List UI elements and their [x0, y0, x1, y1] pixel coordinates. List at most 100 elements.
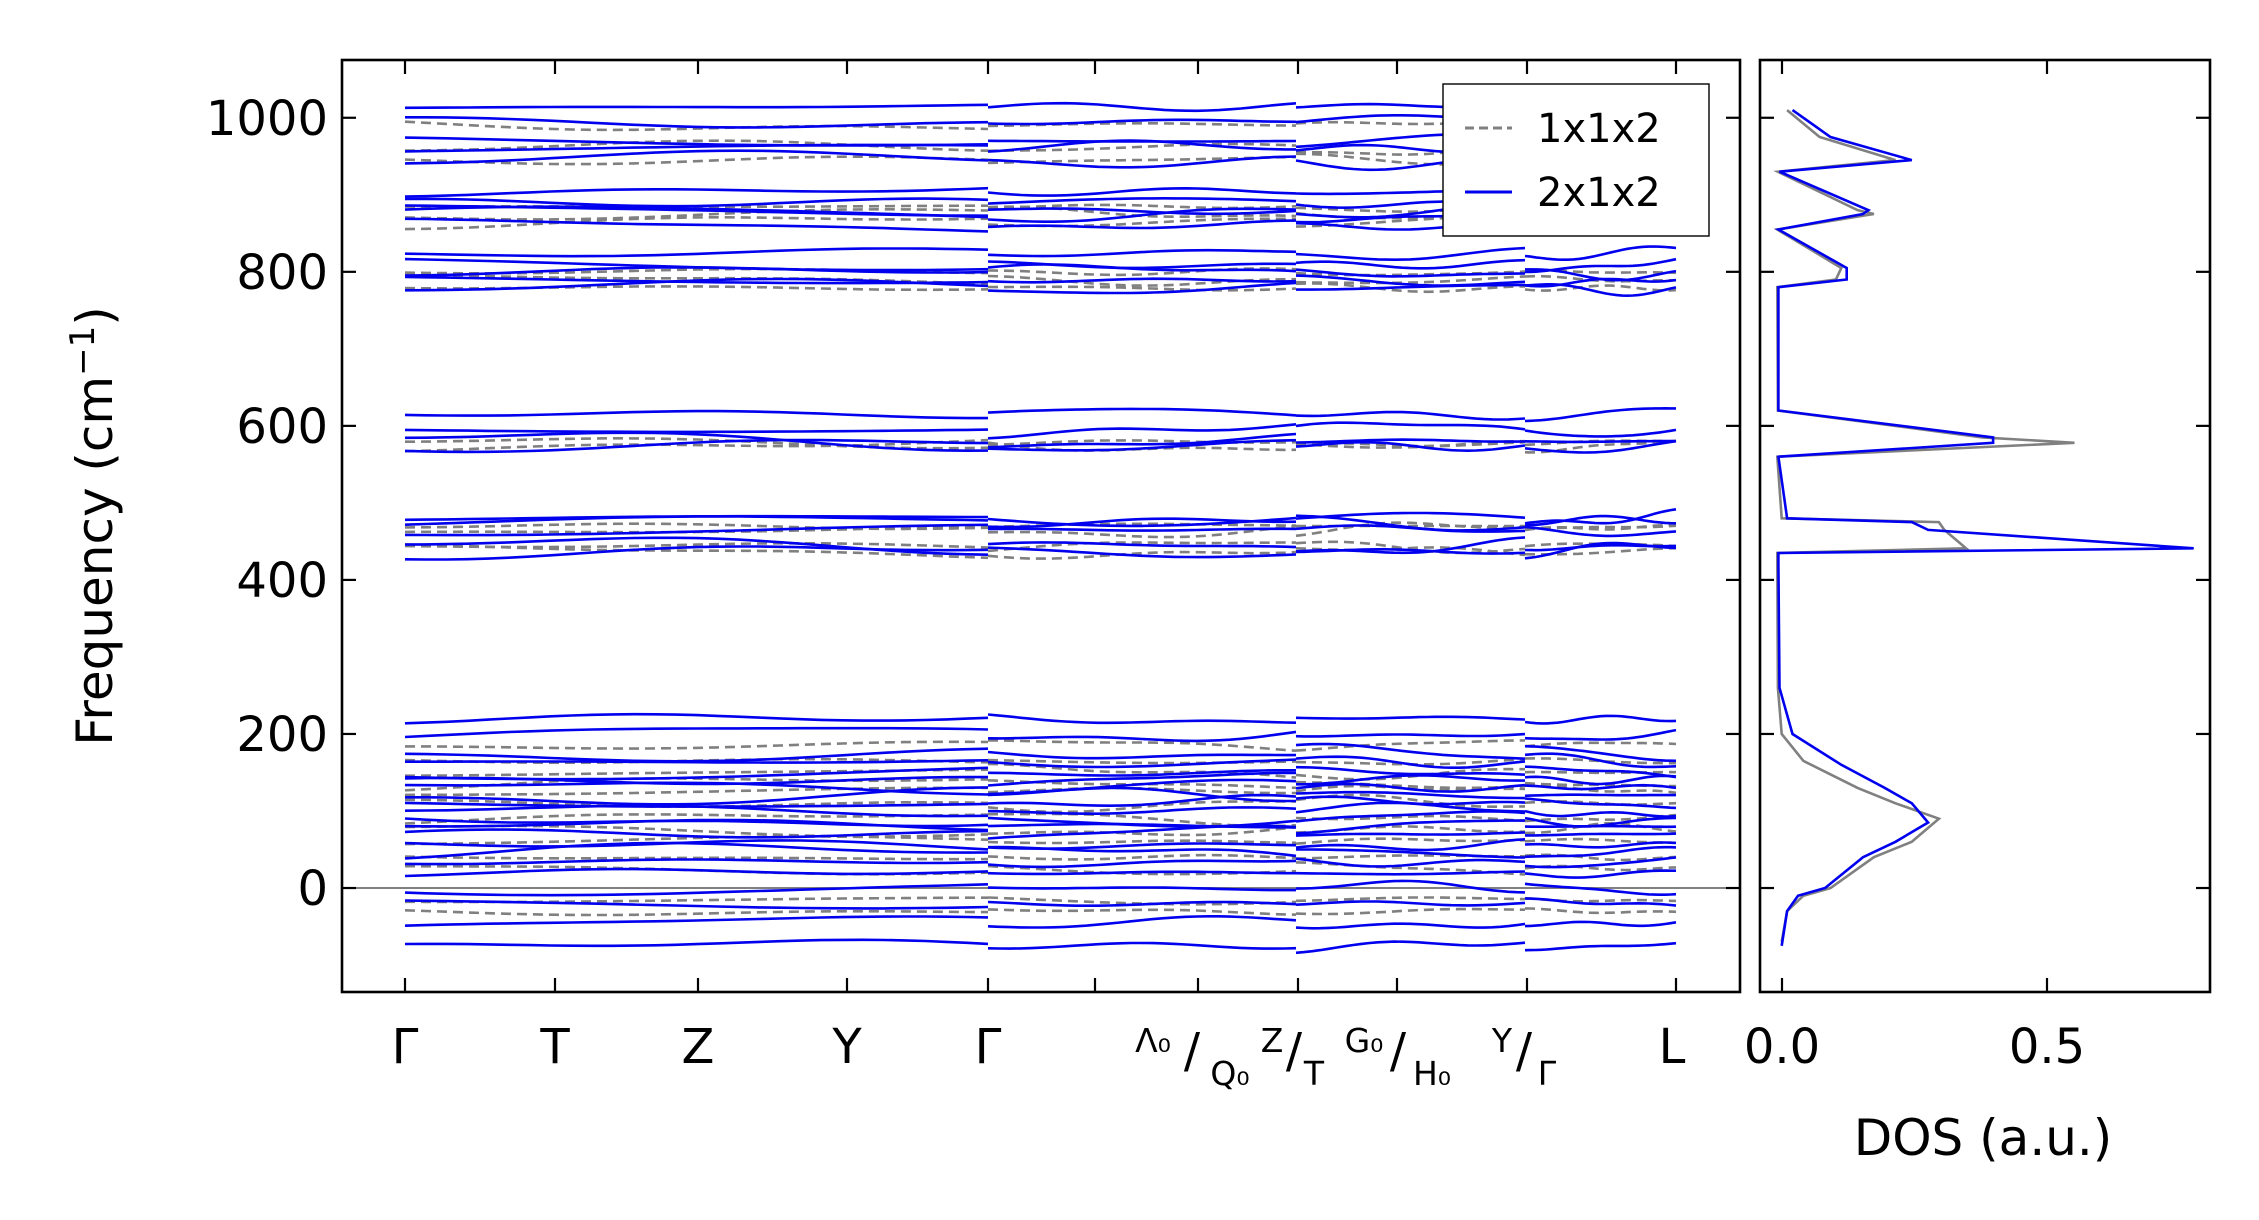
kpoint-label-slash: / [1286, 1023, 1303, 1079]
band-line [1524, 514, 1677, 527]
band-line [404, 801, 989, 808]
legend-label-2x1x2: 2x1x2 [1537, 170, 1661, 216]
band-line [404, 523, 989, 537]
band-line [1296, 773, 1525, 786]
band-line [1524, 856, 1677, 869]
band-line [404, 786, 989, 797]
band-line [987, 516, 1297, 528]
kpoint-label: Z [682, 1019, 715, 1075]
band-line [1524, 783, 1677, 791]
band-line [1524, 439, 1677, 447]
band-line [987, 778, 1297, 796]
band-line [405, 740, 989, 750]
band-line [987, 101, 1297, 113]
dos-plot-frame [1758, 58, 2212, 994]
y-axis-title: Frequency (cm−1) [63, 306, 124, 746]
band-line [1524, 841, 1677, 849]
band-line [1524, 869, 1676, 879]
band-line [1295, 831, 1526, 837]
y-tick-label: 600 [236, 399, 328, 455]
band-line [987, 786, 1296, 795]
band-line [404, 186, 989, 198]
band-line [404, 438, 989, 453]
band-line [1524, 941, 1677, 952]
band-line [987, 207, 1297, 223]
dos-panel: 0.0 0.5 DOS (a.u.) [1744, 58, 2212, 1167]
band-line [987, 859, 1297, 869]
band-line [987, 527, 1297, 532]
band-line [987, 550, 1297, 560]
band-line [1524, 752, 1677, 769]
band-line [987, 915, 1297, 929]
band-line [1524, 813, 1677, 823]
band-line [987, 842, 1297, 851]
dos-curves [1773, 109, 2194, 946]
y-tick-label: 800 [236, 245, 328, 301]
band-line [987, 769, 1296, 777]
band-line [1524, 837, 1677, 845]
band-line [987, 870, 1296, 876]
band-line [404, 277, 989, 292]
kpoint-label: Γ [975, 1019, 1002, 1075]
band-line [1524, 816, 1677, 828]
band-line [987, 441, 1297, 452]
band-line [1525, 821, 1677, 835]
band-line [1295, 246, 1526, 262]
band-plot-frame [340, 58, 1742, 994]
band-line [1295, 907, 1526, 916]
band-line [1295, 536, 1526, 555]
band-line [1295, 141, 1526, 156]
legend: 1x1x2 2x1x2 [1442, 83, 1710, 237]
band-line [987, 750, 1296, 760]
band-line [404, 438, 989, 454]
kpoint-label: G₀ [1345, 1021, 1384, 1060]
band-line [1524, 274, 1676, 283]
band-line [404, 545, 989, 561]
band-line [1295, 421, 1526, 431]
band-line [404, 867, 989, 878]
band-line [1295, 270, 1526, 277]
band-line [987, 407, 1297, 417]
band-line [987, 908, 1297, 916]
band-line [1295, 857, 1526, 868]
band-line [404, 536, 989, 556]
band-line [987, 186, 1297, 197]
band-line [1295, 202, 1526, 214]
band-line [987, 771, 1297, 787]
kpoint-label: Γ [392, 1019, 419, 1075]
band-line [987, 758, 1297, 769]
band-line [987, 839, 1297, 845]
band-line [987, 806, 1297, 815]
band-line [1524, 508, 1677, 525]
dos-tick-label: 0.0 [1744, 1019, 1820, 1075]
band-line [1524, 428, 1677, 438]
y-tick-label: 1000 [206, 91, 328, 147]
band-line [1295, 900, 1526, 907]
band-line [987, 139, 1297, 143]
band-line [1525, 897, 1677, 907]
kpoint-label: L [1659, 1019, 1686, 1075]
kpoint-label: T [539, 1019, 570, 1075]
band-line [404, 909, 989, 917]
band-line [404, 120, 989, 132]
band-line [1525, 832, 1677, 837]
band-line [987, 524, 1297, 539]
band-line [404, 522, 989, 531]
dos-tick-label: 0.5 [2009, 1019, 2085, 1075]
band-line [404, 428, 989, 434]
band-line [405, 116, 989, 129]
band-line [987, 816, 1297, 828]
band-line [404, 712, 989, 725]
kpoint-label: T [1303, 1054, 1325, 1093]
band-line [1295, 782, 1526, 793]
band-line [404, 899, 989, 910]
band-line [1295, 152, 1525, 166]
band-line [1524, 714, 1677, 725]
band-line [1296, 283, 1526, 291]
kpoint-label: Y [1491, 1021, 1513, 1060]
band-line [987, 155, 1297, 169]
band-line [1295, 275, 1526, 285]
band-line [987, 793, 1297, 808]
band-line [404, 855, 989, 861]
kpoint-label: Q₀ [1210, 1054, 1249, 1093]
